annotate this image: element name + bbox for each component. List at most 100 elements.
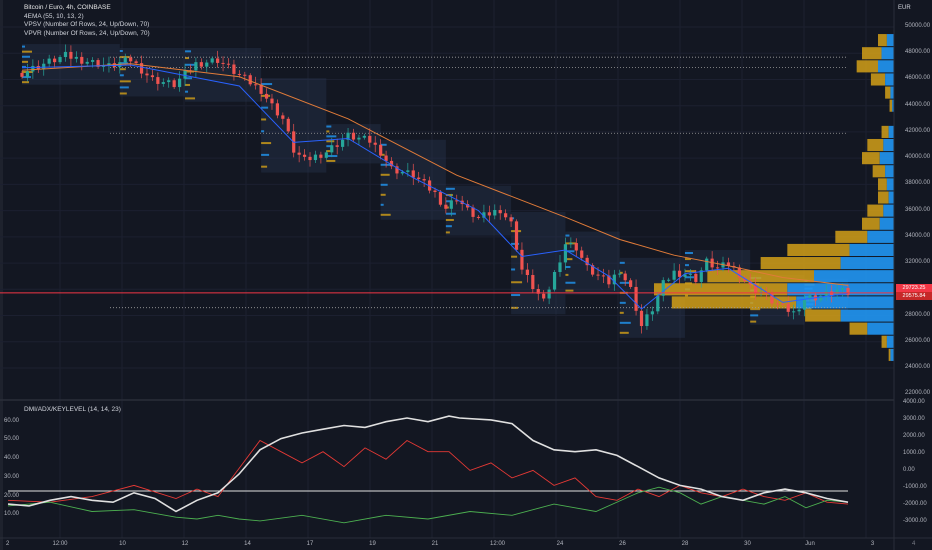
candle-body <box>42 63 46 70</box>
currency-label[interactable]: EUR <box>898 5 911 11</box>
secondary-price-tag: 29575.84 <box>896 292 932 300</box>
vpvr-legend[interactable]: VPVR (Number Of Rows, 24, Up/Down, 70) <box>24 29 150 37</box>
profile-row-up <box>787 283 894 296</box>
candle-body <box>161 82 165 84</box>
profile-row-up <box>840 309 894 322</box>
candle-body <box>58 57 62 63</box>
candle-body <box>563 244 568 263</box>
profile-row-down <box>867 204 884 217</box>
candle-body <box>547 289 551 299</box>
candle-body <box>205 62 209 67</box>
candle-body <box>357 137 361 140</box>
chart-legend[interactable]: Bitcoin / Euro, 4h, COINBASE 4EMA (55, 1… <box>24 4 150 38</box>
candle-body <box>243 74 247 76</box>
session-profile-bar <box>119 74 124 77</box>
session-profile-bar <box>22 60 28 63</box>
price-axis-label: 22000.00 <box>905 390 931 397</box>
candle-body <box>574 243 578 251</box>
time-axis-label: 28 <box>681 541 689 547</box>
indicator-left-label: 10.00 <box>4 511 20 518</box>
plus-di-line <box>7 486 849 524</box>
indicator-left-label: 20.00 <box>4 492 20 499</box>
session-profile-bar <box>261 142 272 145</box>
candle-body <box>270 98 274 104</box>
adx-line <box>7 415 849 513</box>
profile-row-down <box>835 230 868 243</box>
session-profile-bar <box>750 314 759 317</box>
candle-body <box>683 274 687 277</box>
profile-row-down <box>849 322 868 335</box>
candle-body <box>232 64 236 74</box>
session-profile-bar <box>22 81 29 84</box>
candle-body <box>319 154 323 158</box>
indicator-right-label: 2000.00 <box>903 432 925 439</box>
indicator-legend[interactable]: DMI/ADX/KEYLEVEL (14, 14, 23) <box>24 406 121 413</box>
indicator-right-label: 3000.00 <box>903 415 925 422</box>
profile-row-down <box>707 270 814 283</box>
candle-body <box>379 144 383 156</box>
candle-body <box>47 58 51 64</box>
candle-body <box>406 170 410 172</box>
session-profile-bar <box>445 231 450 234</box>
symbol-title[interactable]: Bitcoin / Euro, 4h, COINBASE <box>24 4 111 11</box>
candle-body <box>471 207 475 217</box>
time-axis-label: 21 <box>431 541 439 547</box>
candle-body <box>775 303 779 305</box>
indicator-left-label: 60.00 <box>4 417 20 424</box>
profile-row-up <box>878 60 894 73</box>
session-profile-bar <box>119 56 130 59</box>
candle-body <box>726 262 731 266</box>
price-axis-label: 28000.00 <box>905 311 931 318</box>
session-profile-bar <box>750 308 761 311</box>
candle-body <box>493 210 497 216</box>
indicator-right-label: 0.00 <box>903 467 915 473</box>
candle-body <box>645 314 649 327</box>
session-profile-bar <box>619 281 630 284</box>
candle-body <box>248 75 252 85</box>
candle-body <box>542 293 546 299</box>
candle-body <box>802 299 807 310</box>
candle-body <box>177 78 182 88</box>
indicator-right-label: -1000.00 <box>903 484 927 491</box>
session-profile-bar <box>185 90 189 93</box>
candlesticks <box>20 44 850 334</box>
candle-body <box>96 60 100 67</box>
candle-body <box>145 73 149 76</box>
time-axis-label: 10 <box>119 541 126 547</box>
grid-lines <box>0 0 894 538</box>
candle-body <box>705 258 709 271</box>
profile-row-up <box>888 191 894 204</box>
session-profile-bar <box>619 301 626 304</box>
vpsv-legend[interactable]: VPSV (Number Of Rows, 24, Up/Down, 70) <box>24 21 150 29</box>
candle-body <box>737 267 741 278</box>
candle-body <box>449 200 453 209</box>
candle-body <box>688 273 693 275</box>
time-axis-label: 17 <box>306 541 314 547</box>
session-profile-bar <box>119 68 126 71</box>
profile-row-up <box>814 270 894 283</box>
profile-row-up <box>879 217 894 230</box>
ema-legend[interactable]: 4EMA (55, 10, 13, 2) <box>24 12 84 20</box>
candle-body <box>308 156 312 161</box>
profile-row-up <box>890 86 894 99</box>
candle-body <box>846 287 850 295</box>
session-profile-bar <box>619 331 629 334</box>
candle-body <box>417 177 421 180</box>
candle-body <box>748 280 752 285</box>
candle-body <box>156 77 160 84</box>
candle-body <box>150 75 155 78</box>
candle-body <box>368 135 372 143</box>
candle-body <box>677 270 682 277</box>
indicator-right-label: -2000.00 <box>903 501 927 508</box>
session-profile-bar <box>619 261 625 264</box>
profile-row-down <box>805 309 841 322</box>
candle-body <box>607 275 611 285</box>
session-profile-bar <box>565 234 570 237</box>
session-profile-bar <box>619 311 624 314</box>
price-axis-label: 40000.00 <box>905 154 931 161</box>
candle-body <box>476 216 481 218</box>
candle-body <box>210 58 214 63</box>
candle-body <box>536 289 540 294</box>
session-profile-bar <box>261 106 269 109</box>
